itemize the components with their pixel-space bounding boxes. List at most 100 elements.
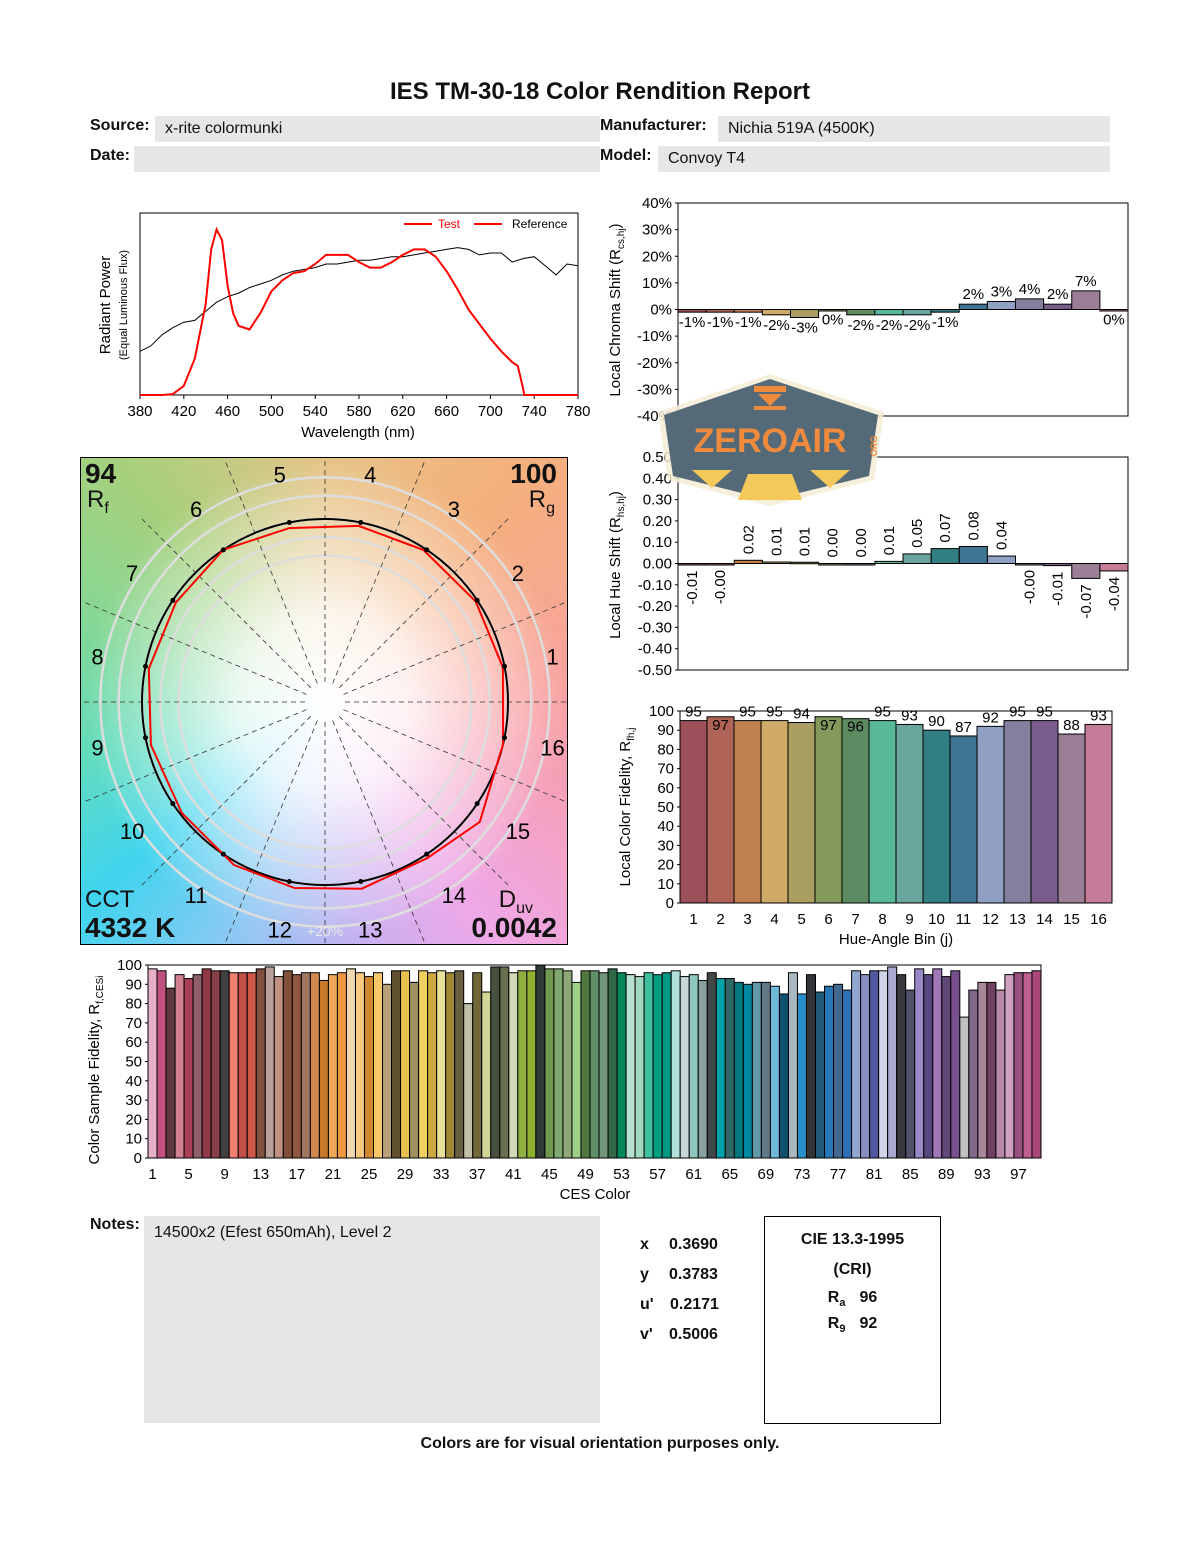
y-tick-label: 60 — [657, 780, 674, 797]
bar — [589, 970, 600, 1159]
y-tick-label: 10% — [642, 275, 672, 292]
bar — [670, 970, 681, 1159]
hue-bin-label: 1 — [546, 645, 558, 670]
spectrum-x-axis-title: Wavelength (nm) — [301, 424, 415, 441]
bar — [986, 555, 1016, 564]
bar — [751, 981, 762, 1159]
fidelity-x-axis-title: Hue-Angle Bin (j) — [839, 931, 953, 948]
y-tick-label: 10 — [657, 876, 674, 893]
y-tick-label: -0.40 — [638, 641, 672, 658]
ring-label: +20% — [307, 923, 343, 939]
x-tick-label: 61 — [685, 1166, 702, 1183]
bar — [237, 972, 248, 1159]
bar-value-label: 87 — [955, 719, 972, 736]
reference-point — [474, 597, 480, 603]
bar — [930, 548, 960, 564]
x-tick-label: 4 — [770, 911, 778, 928]
bar — [814, 991, 826, 1159]
x-tick-label: 81 — [866, 1166, 883, 1183]
bar — [499, 966, 510, 1159]
bar — [1043, 563, 1073, 567]
u-prime-label: u' — [640, 1296, 654, 1313]
bar-value-label: -1% — [735, 314, 762, 331]
reference-point — [474, 801, 480, 807]
reference-circle — [141, 518, 509, 886]
x-tick-label: 500 — [259, 403, 284, 420]
color-vector-graphic: 1 2 3 4 5 6 7 8 9 10 11 12 13 14 15 16 +20% 94 Rf 100 R… — [80, 457, 568, 945]
y-tick-label: 70 — [125, 1015, 142, 1032]
x-tick-label: 49 — [577, 1166, 594, 1183]
bar — [688, 974, 699, 1159]
bar — [490, 966, 501, 1159]
bar — [724, 978, 735, 1159]
bar-value-label: 0% — [822, 312, 844, 329]
x-tick-label: 69 — [758, 1166, 775, 1183]
bar-value-label: 95 — [685, 704, 702, 721]
y-label: y — [640, 1266, 649, 1283]
bar-value-label: 97 — [712, 717, 729, 734]
x-tick-label: 11 — [956, 911, 972, 928]
bar — [1071, 290, 1101, 311]
bar — [958, 545, 988, 564]
bar — [661, 972, 672, 1159]
bar — [427, 972, 438, 1159]
bar — [1099, 563, 1129, 572]
bar — [418, 970, 429, 1159]
x-tick-label: 3 — [743, 911, 751, 928]
bar — [165, 987, 176, 1159]
x-tick-label: 33 — [433, 1166, 450, 1183]
bar — [517, 970, 528, 1159]
duv-label: Duv — [498, 886, 533, 917]
bar — [715, 978, 726, 1159]
hue-bin-label: 9 — [91, 735, 103, 760]
source-field: x-rite colormunki — [155, 116, 600, 142]
bar — [210, 970, 221, 1159]
x-tick-label: 89 — [938, 1166, 955, 1183]
bar — [914, 968, 925, 1159]
reference-point — [143, 663, 149, 669]
color-sample-fidelity-chart: 0 10 20 30 40 50 60 70 80 90 100 1 5 9 13 17 21 25 29 33 37 4… — [86, 957, 1042, 1203]
bar — [282, 970, 293, 1159]
bar — [977, 981, 988, 1159]
bar — [373, 972, 384, 1159]
x-tick-label: 620 — [390, 403, 415, 420]
x-tick-label: 85 — [902, 1166, 919, 1183]
bar — [300, 972, 311, 1159]
bar — [400, 970, 411, 1159]
bar — [896, 974, 907, 1159]
y-tick-label: 80 — [125, 996, 142, 1013]
x-tick-label: 7 — [851, 911, 859, 928]
bar — [846, 309, 876, 316]
gridline-ring — [159, 536, 491, 868]
y-tick-label: 90 — [125, 976, 142, 993]
source-label: Source: — [90, 117, 150, 134]
bar — [846, 563, 876, 566]
x-tick-label: 21 — [325, 1166, 342, 1183]
bar-value-label: -0.07 — [1078, 584, 1095, 618]
hue-bin-divider — [338, 715, 510, 887]
reference-point — [286, 878, 292, 884]
bar — [156, 970, 167, 1159]
reference-point — [358, 520, 364, 526]
bar-value-label: -2% — [763, 317, 790, 334]
bar-value-label: 0.05 — [909, 519, 926, 548]
x-tick-label: 6 — [824, 911, 832, 928]
hue-bin-label: 11 — [185, 883, 208, 908]
gridline-ring — [117, 494, 533, 910]
y-tick-label: 100 — [117, 957, 142, 974]
watermark-suffix: ORG — [869, 436, 879, 457]
bar-value-label: 3% — [991, 284, 1013, 301]
bar — [1003, 720, 1032, 904]
bar — [958, 303, 988, 311]
x-tick-label: 37 — [469, 1166, 486, 1183]
x-tick-label: 25 — [361, 1166, 378, 1183]
bar-value-label: 0.07 — [937, 513, 954, 542]
bar-value-label: 95 — [766, 704, 783, 721]
bar-value-label: -0.01 — [1050, 572, 1067, 606]
x-tick-label: 380 — [127, 403, 152, 420]
rf-value: 94 — [85, 458, 117, 489]
y-tick-label: 90 — [657, 722, 674, 739]
y-tick-label: 40% — [642, 195, 672, 212]
y-tick-label: -0.50 — [638, 662, 672, 679]
fidelity-y-axis-title: Local Color Fidelity, Rfh,j — [617, 728, 637, 887]
